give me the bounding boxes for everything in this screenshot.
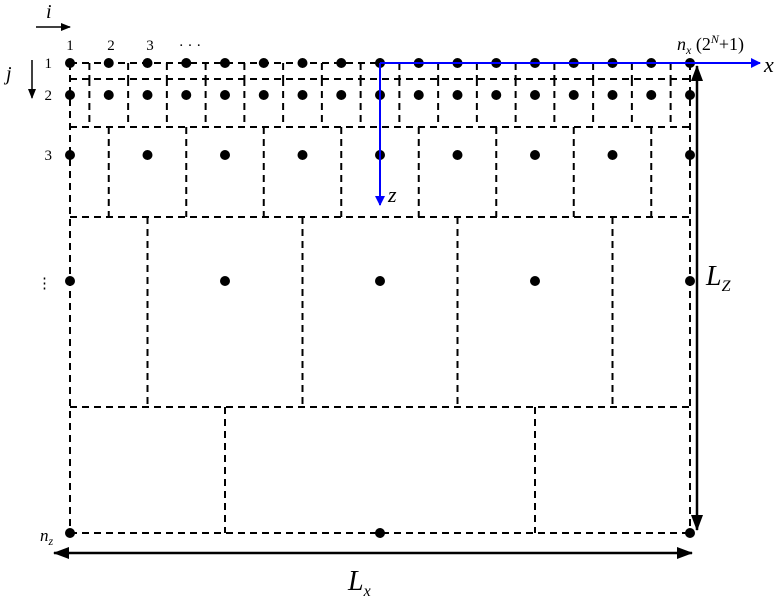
- grid-point: [103, 58, 114, 68]
- row-label: ⋮: [37, 276, 52, 292]
- grid-point: [568, 90, 579, 100]
- grid-point: [297, 58, 308, 68]
- z-axis-label: z: [387, 182, 397, 207]
- row-label: 2: [45, 88, 53, 104]
- grid-point: [530, 276, 540, 286]
- nx-label: nx (2N+1): [677, 32, 744, 57]
- column-label: 3: [146, 38, 154, 54]
- dashed-grid: [69, 62, 691, 534]
- nx-sub: x: [685, 43, 692, 57]
- grid-point: [685, 90, 695, 100]
- nx-close: +1): [719, 34, 744, 55]
- i-label: i: [46, 1, 52, 23]
- grid-point: [685, 528, 695, 538]
- grid-point: [65, 150, 75, 160]
- grid-point: [297, 150, 308, 160]
- column-label: 1: [66, 38, 74, 54]
- grid-point: [258, 58, 269, 68]
- grid-point: [336, 90, 347, 100]
- nz-sub: z: [48, 534, 54, 548]
- grid-point: [103, 90, 114, 100]
- grid-point: [65, 276, 75, 286]
- grid-point: [142, 150, 153, 160]
- grid-point: [685, 276, 695, 286]
- lz-l: L: [705, 261, 722, 292]
- grid-point: [530, 150, 540, 160]
- nx-open: (2: [691, 34, 711, 55]
- grid-point: [220, 58, 230, 68]
- grid-point: [142, 58, 153, 68]
- column-label: · · ·: [179, 38, 202, 54]
- grid-point: [375, 528, 385, 538]
- grid-point: [530, 90, 540, 100]
- column-label: 2: [107, 38, 115, 54]
- grid-point: [607, 150, 618, 160]
- grid-point: [65, 90, 75, 100]
- j-label: j: [3, 63, 12, 85]
- grid-point: [452, 150, 463, 160]
- grid-point: [413, 90, 424, 100]
- lx-label: Lx: [347, 566, 371, 600]
- grid-point: [336, 58, 347, 68]
- grid-point: [220, 276, 230, 286]
- grid-point: [491, 90, 502, 100]
- grid-point: [181, 90, 192, 100]
- grid-point: [685, 150, 695, 160]
- nz-n: n: [40, 526, 49, 545]
- grid-point: [607, 90, 618, 100]
- grid-point: [65, 58, 75, 68]
- grid-point: [142, 90, 153, 100]
- lz-label: LZ: [705, 261, 732, 295]
- grid-point: [646, 90, 657, 100]
- row-label: 3: [45, 148, 53, 164]
- grid-point: [181, 58, 192, 68]
- grid-point: [452, 90, 463, 100]
- nx-sup: N: [710, 32, 720, 46]
- grid-point: [375, 276, 385, 286]
- lz-sub: Z: [722, 278, 732, 295]
- lx-l: L: [347, 566, 364, 597]
- lx-sub: x: [363, 583, 371, 600]
- grid-point: [297, 90, 308, 100]
- grid-point: [220, 90, 230, 100]
- nz-label: nz: [40, 526, 54, 548]
- nx-n: n: [677, 34, 686, 54]
- x-axis-label: x: [763, 52, 774, 77]
- grid-point: [220, 150, 230, 160]
- grid-point: [258, 90, 269, 100]
- row-label: 1: [45, 56, 53, 72]
- grid-point: [65, 528, 75, 538]
